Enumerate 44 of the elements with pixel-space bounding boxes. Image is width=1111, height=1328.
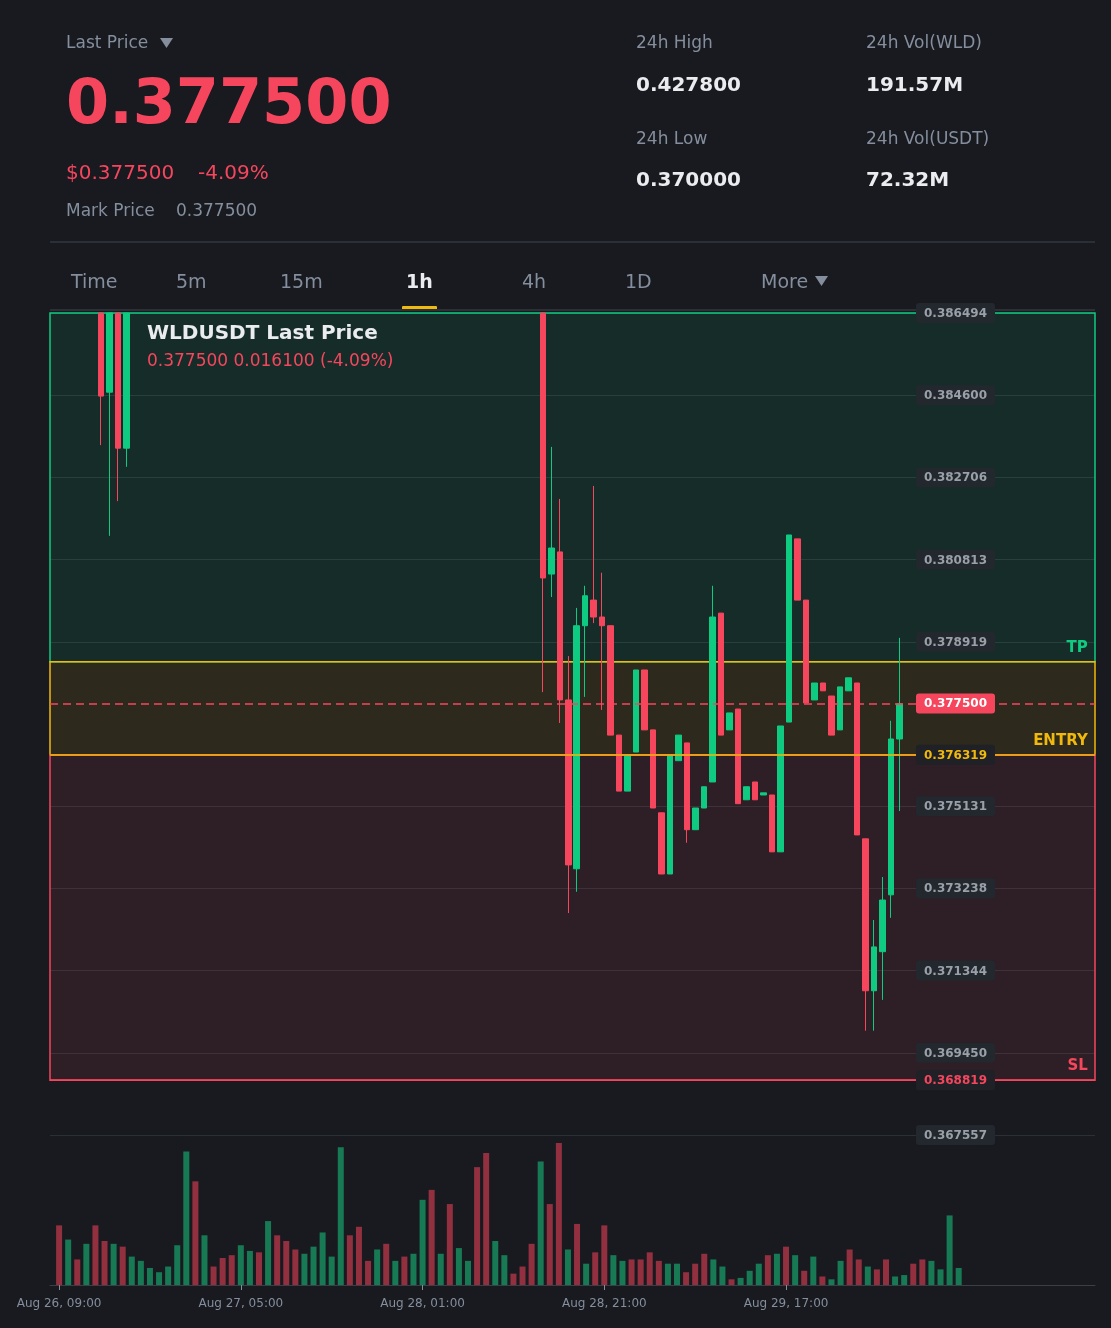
text: Mark Price <box>66 199 155 221</box>
text: $0.377500 <box>66 160 175 184</box>
y-tick-label: 0.384600 <box>923 388 987 403</box>
ref-line-label: 0.376319 <box>923 747 987 762</box>
text: 24h High <box>636 31 713 53</box>
text: 24h Low <box>636 127 708 149</box>
text: 24h Vol(USDT) <box>866 127 990 149</box>
text: 1h <box>406 269 433 293</box>
text: Time <box>71 269 118 293</box>
text: 0.377500 0.016100 (-4.09%) <box>147 349 394 370</box>
y-tick-label: 0.382706 <box>923 470 987 485</box>
text: 0.377500 <box>66 64 392 140</box>
text: 0.427800 <box>636 72 742 96</box>
band-label: ENTRY <box>1033 730 1089 749</box>
band-label: TP <box>1066 637 1088 656</box>
y-tick-label: 0.373238 <box>923 881 987 896</box>
y-tick-label: 0.386494 <box>923 306 987 320</box>
y-tick-label: 0.369450 <box>923 1045 987 1060</box>
x-tick-label: Aug 29, 17:00 <box>743 1296 829 1310</box>
text: 4h <box>522 269 547 293</box>
ref-line-label: 0.368819 <box>923 1073 987 1088</box>
text: Last Price <box>66 31 149 53</box>
chart-title: WLDUSDT Last Price <box>147 320 378 344</box>
text: -4.09% <box>198 160 269 184</box>
text: 1D <box>625 269 652 293</box>
x-tick-label: Aug 28, 01:00 <box>380 1296 465 1310</box>
y-tick-label: 0.378919 <box>923 634 987 649</box>
y-tick-label: 0.367557 <box>923 1128 987 1142</box>
text: 0.370000 <box>636 167 742 191</box>
y-tick-label: 0.371344 <box>923 963 987 978</box>
x-tick-label: Aug 27, 05:00 <box>198 1296 284 1310</box>
text: 191.57M <box>866 72 964 96</box>
text: 72.32M <box>866 167 950 191</box>
y-tick-label: 0.375131 <box>923 799 987 814</box>
ref-line-label: 0.377500 <box>923 696 987 711</box>
x-tick-label: Aug 26, 09:00 <box>16 1296 102 1310</box>
text: 0.377500 <box>176 199 258 221</box>
text: 24h Vol(WLD) <box>866 31 982 53</box>
x-tick-label: Aug 28, 21:00 <box>561 1296 647 1310</box>
band-label: SL <box>1067 1056 1089 1075</box>
text: 5m <box>176 269 207 293</box>
text: More <box>761 269 809 293</box>
y-tick-label: 0.380813 <box>923 552 987 567</box>
text: 15m <box>280 269 323 293</box>
